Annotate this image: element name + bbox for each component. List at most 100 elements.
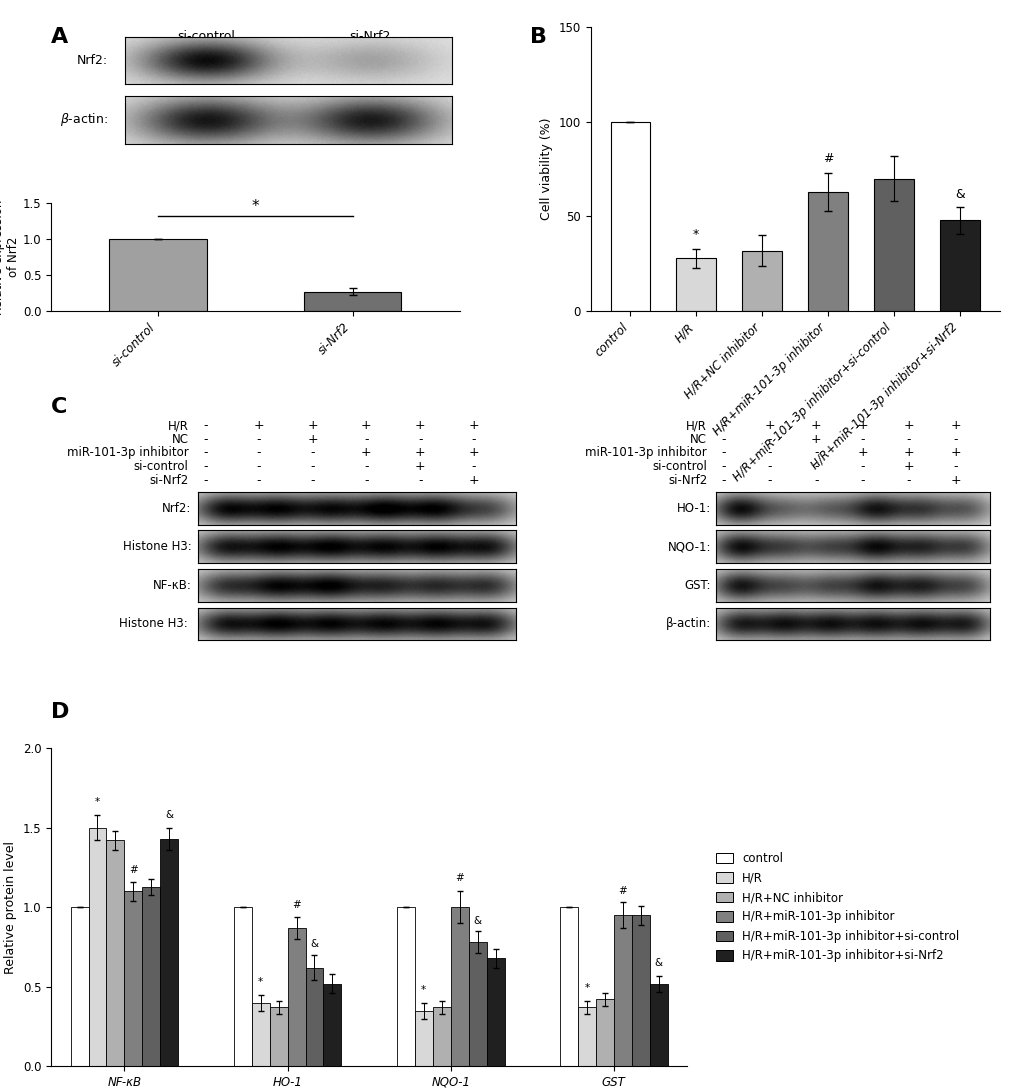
Text: -: -	[906, 433, 910, 446]
Bar	[396, 907, 415, 1066]
Text: -: -	[813, 460, 817, 473]
Text: -: -	[257, 446, 261, 459]
Text: &: &	[473, 916, 481, 926]
Text: -: -	[310, 446, 315, 459]
Bar	[649, 984, 667, 1066]
Text: +: +	[950, 473, 960, 486]
Text: &: &	[310, 939, 318, 949]
Bar	[613, 915, 631, 1066]
Text: -: -	[310, 460, 315, 473]
Text: -: -	[953, 460, 957, 473]
Text: +: +	[810, 419, 820, 432]
Bar	[468, 942, 486, 1066]
Text: -: -	[364, 433, 368, 446]
Text: -: -	[720, 433, 725, 446]
Text: +: +	[903, 419, 913, 432]
Text: +: +	[857, 419, 867, 432]
Bar	[252, 1003, 269, 1066]
Text: +: +	[415, 446, 425, 459]
Legend: control, H/R, H/R+NC inhibitor, H/R+miR-101-3p inhibitor, H/R+miR-101-3p inhibit: control, H/R, H/R+NC inhibitor, H/R+miR-…	[715, 852, 959, 963]
Text: -: -	[813, 473, 817, 486]
Text: #: #	[822, 152, 833, 165]
Text: -: -	[203, 460, 207, 473]
Bar	[70, 907, 89, 1066]
Text: -: -	[203, 446, 207, 459]
Text: -: -	[471, 433, 476, 446]
Text: &: &	[654, 957, 662, 967]
Bar	[160, 839, 178, 1066]
Text: Histone H3:: Histone H3:	[119, 618, 192, 630]
Text: Nrf2:: Nrf2:	[162, 502, 192, 515]
Bar	[143, 887, 160, 1066]
Text: -: -	[813, 446, 817, 459]
Bar	[415, 1011, 432, 1066]
Text: -: -	[203, 433, 207, 446]
Bar	[124, 891, 143, 1066]
Bar	[304, 292, 401, 311]
Bar	[559, 907, 578, 1066]
Text: +: +	[468, 419, 479, 432]
Text: *: *	[252, 199, 259, 213]
Text: NC: NC	[171, 433, 189, 446]
Text: *: *	[421, 985, 426, 994]
Text: miR-101-3p inhibitor: miR-101-3p inhibitor	[585, 446, 706, 459]
Text: +: +	[857, 446, 867, 459]
Text: -: -	[720, 473, 725, 486]
Text: -: -	[860, 433, 864, 446]
Text: +: +	[468, 446, 479, 459]
Y-axis label: Cell viability (%): Cell viability (%)	[540, 118, 552, 221]
Bar	[109, 239, 207, 311]
Text: -: -	[418, 433, 422, 446]
Text: H/R: H/R	[167, 419, 189, 432]
Text: -: -	[418, 473, 422, 486]
Text: $\beta$-actin:: $\beta$-actin:	[60, 111, 108, 128]
Text: &: &	[954, 188, 964, 201]
Text: #: #	[128, 865, 138, 876]
Text: miR-101-3p inhibitor: miR-101-3p inhibitor	[66, 446, 189, 459]
Bar	[808, 191, 847, 311]
Bar	[486, 959, 504, 1066]
Text: si-Nrf2: si-Nrf2	[667, 473, 706, 486]
Text: #: #	[618, 886, 627, 897]
Text: -: -	[203, 419, 207, 432]
Text: +: +	[903, 446, 913, 459]
Bar	[610, 122, 649, 311]
Text: *: *	[584, 984, 589, 993]
Text: -: -	[906, 473, 910, 486]
Text: H/R: H/R	[686, 419, 706, 432]
Text: #: #	[454, 874, 464, 883]
Text: -: -	[953, 433, 957, 446]
Bar	[631, 915, 649, 1066]
Y-axis label: Relative expression
of Nrf2: Relative expression of Nrf2	[0, 199, 19, 314]
Text: *: *	[693, 228, 699, 242]
Bar	[578, 1007, 595, 1066]
Text: -: -	[860, 460, 864, 473]
Text: +: +	[361, 419, 371, 432]
Text: si-Nrf2: si-Nrf2	[149, 473, 189, 486]
Text: +: +	[950, 446, 960, 459]
Text: +: +	[950, 419, 960, 432]
Text: si-control: si-control	[133, 460, 189, 473]
Text: NQO-1:: NQO-1:	[666, 541, 710, 554]
Text: C: C	[51, 397, 67, 417]
Text: +: +	[254, 419, 264, 432]
Text: +: +	[361, 446, 371, 459]
Text: +: +	[415, 419, 425, 432]
Bar	[233, 907, 252, 1066]
Bar	[873, 178, 913, 311]
Text: HO-1:: HO-1:	[677, 502, 710, 515]
Text: -: -	[310, 473, 315, 486]
Text: -: -	[364, 473, 368, 486]
Text: -: -	[767, 473, 771, 486]
Bar	[269, 1007, 287, 1066]
Text: -: -	[767, 460, 771, 473]
Text: -: -	[767, 433, 771, 446]
Text: &: &	[165, 809, 173, 819]
Bar	[742, 250, 782, 311]
Text: B: B	[530, 27, 547, 47]
Text: -: -	[257, 473, 261, 486]
Text: Nrf2:: Nrf2:	[77, 54, 108, 67]
Text: #: #	[291, 901, 301, 911]
Text: +: +	[468, 473, 479, 486]
Bar	[287, 928, 306, 1066]
